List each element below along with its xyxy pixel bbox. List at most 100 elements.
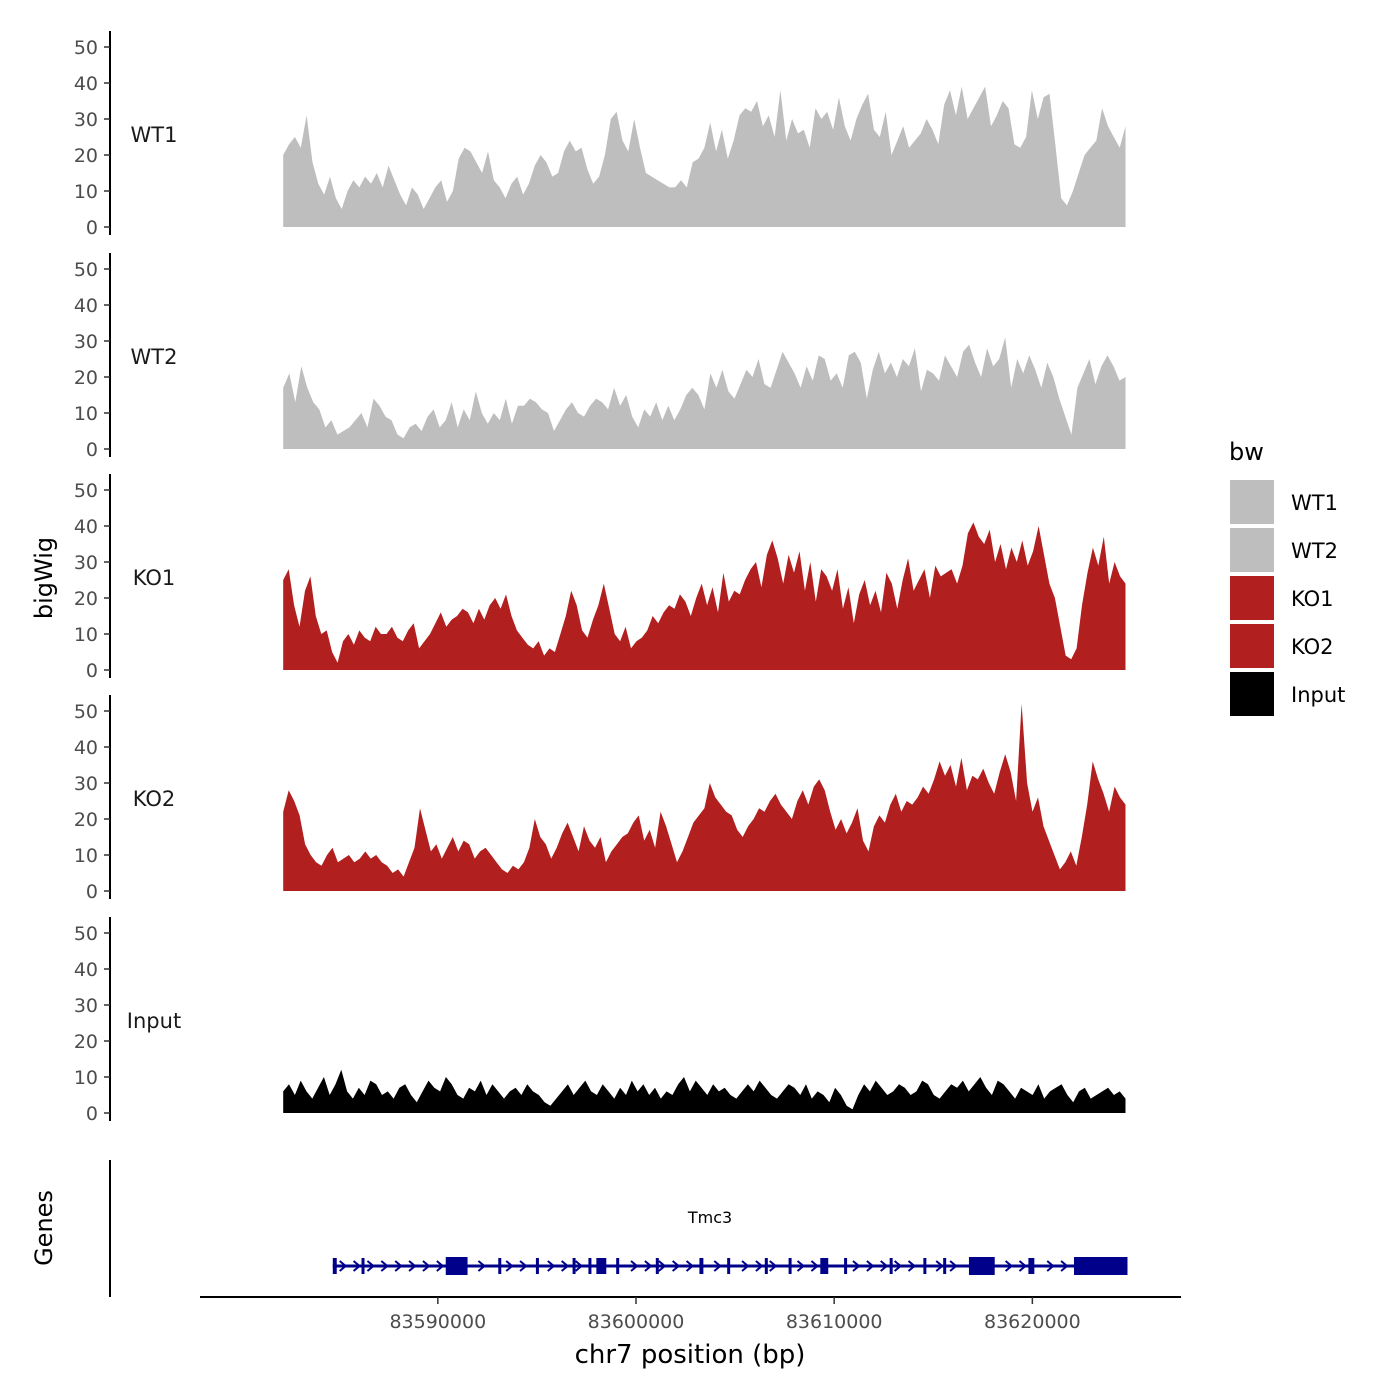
track-ko2: 0 10 20 30 40 50 KO2 bbox=[74, 695, 1126, 903]
strand-arrow-icon bbox=[394, 1260, 403, 1272]
gene-exon-21 bbox=[1028, 1258, 1035, 1274]
gene-model bbox=[332, 1257, 1128, 1275]
legend-key-ko2 bbox=[1230, 624, 1274, 668]
y-tick-label-ko2-30: 30 bbox=[74, 773, 98, 795]
gene-exon-8 bbox=[596, 1258, 607, 1274]
gene-exon-14 bbox=[788, 1258, 792, 1274]
legend-key-wt1 bbox=[1230, 480, 1274, 524]
track-wt1: 0 10 20 30 40 50 WT1 bbox=[74, 31, 1126, 239]
y-tick-label-ko1-0: 0 bbox=[86, 660, 98, 682]
y-tick-label-wt2-0: 0 bbox=[86, 439, 98, 461]
strand-arrow-icon bbox=[893, 1260, 903, 1272]
y-tick-label-wt2-30: 30 bbox=[74, 331, 98, 353]
strand-arrow-icon bbox=[630, 1260, 639, 1272]
gene-exon-22 bbox=[1073, 1257, 1128, 1275]
x-axis-title: chr7 position (bp) bbox=[575, 1340, 806, 1370]
legend-key-ko1 bbox=[1230, 576, 1274, 620]
gene-exon-2 bbox=[361, 1258, 365, 1274]
strand-arrow-icon bbox=[1018, 1260, 1028, 1272]
gene-track-panel: Tmc3 bbox=[109, 1160, 1128, 1297]
legend-label-ko2: KO2 bbox=[1291, 635, 1334, 659]
gene-exon-16 bbox=[844, 1258, 848, 1274]
y-tick-label-ko1-50: 50 bbox=[74, 480, 98, 502]
x-tick-label-83610000: 83610000 bbox=[786, 1311, 883, 1333]
strand-arrow-icon bbox=[769, 1260, 778, 1272]
y-tick-label-wt1-30: 30 bbox=[74, 109, 98, 131]
coverage-area-ko1 bbox=[283, 522, 1126, 670]
y-tick-label-ko1-30: 30 bbox=[74, 552, 98, 574]
gene-exon-3 bbox=[445, 1257, 468, 1275]
x-tick-label-83600000: 83600000 bbox=[588, 1311, 685, 1333]
coverage-area-wt1 bbox=[283, 86, 1126, 227]
track-input: 0 10 20 30 40 50 Input bbox=[74, 917, 1126, 1125]
y-tick-label-ko2-10: 10 bbox=[74, 845, 98, 867]
y-tick-label-wt1-0: 0 bbox=[86, 217, 98, 239]
strand-arrow-icon bbox=[352, 1260, 362, 1272]
strand-arrow-icon bbox=[339, 1260, 348, 1272]
y-tick-label-input-0: 0 bbox=[86, 1103, 98, 1125]
legend-label-wt1: WT1 bbox=[1291, 491, 1338, 515]
y-tick-label-wt2-20: 20 bbox=[74, 367, 98, 389]
strand-arrow-icon bbox=[1046, 1260, 1055, 1272]
gene-exon-5 bbox=[535, 1258, 539, 1274]
y-tick-label-wt1-40: 40 bbox=[74, 73, 98, 95]
coverage-area-wt2 bbox=[283, 337, 1126, 449]
gene-exon-4 bbox=[498, 1258, 502, 1274]
legend-title: bw bbox=[1229, 438, 1264, 466]
strand-arrow-icon bbox=[949, 1260, 958, 1272]
legend-label-ko1: KO1 bbox=[1291, 587, 1334, 611]
strand-arrow-icon bbox=[907, 1260, 917, 1272]
gene-exon-1 bbox=[332, 1258, 337, 1274]
strand-arrow-icon bbox=[380, 1260, 389, 1272]
strand-arrow-icon bbox=[505, 1260, 514, 1272]
track-label-wt2: WT2 bbox=[131, 345, 178, 369]
genes-axis-title: Genes bbox=[30, 1190, 58, 1266]
x-tick-label-83620000: 83620000 bbox=[984, 1311, 1081, 1333]
strand-arrow-icon bbox=[366, 1260, 375, 1272]
gene-name-label: Tmc3 bbox=[687, 1208, 732, 1227]
strand-arrow-icon bbox=[574, 1260, 584, 1272]
y-tick-label-ko1-20: 20 bbox=[74, 588, 98, 610]
strand-arrow-icon bbox=[866, 1260, 875, 1272]
strand-arrow-icon bbox=[796, 1260, 806, 1272]
strand-arrow-icon bbox=[644, 1260, 653, 1272]
y-tick-label-input-40: 40 bbox=[74, 959, 98, 981]
track-label-ko1: KO1 bbox=[133, 566, 176, 590]
x-tick-label-83590000: 83590000 bbox=[389, 1311, 486, 1333]
gene-exon-18 bbox=[923, 1258, 927, 1274]
coverage-area-input bbox=[283, 1069, 1126, 1113]
y-tick-label-input-50: 50 bbox=[74, 923, 98, 945]
y-tick-label-ko1-10: 10 bbox=[74, 624, 98, 646]
y-tick-label-wt1-50: 50 bbox=[74, 37, 98, 59]
strand-arrow-icon bbox=[810, 1260, 819, 1272]
strand-arrow-icon bbox=[1004, 1260, 1014, 1272]
strand-arrow-icon bbox=[935, 1260, 944, 1272]
y-tick-label-input-20: 20 bbox=[74, 1031, 98, 1053]
strand-arrow-icon bbox=[477, 1260, 486, 1272]
track-label-wt1: WT1 bbox=[131, 123, 178, 147]
gene-exon-12 bbox=[727, 1258, 731, 1274]
strand-arrow-icon bbox=[741, 1260, 750, 1272]
y-tick-label-input-10: 10 bbox=[74, 1067, 98, 1089]
y-tick-label-ko2-0: 0 bbox=[86, 881, 98, 903]
coverage-area-ko2 bbox=[283, 703, 1126, 891]
strand-arrow-icon bbox=[547, 1260, 556, 1272]
strand-arrow-icon bbox=[671, 1260, 681, 1272]
legend: bw WT1 WT2 KO1 KO2 Input bbox=[1229, 438, 1345, 716]
x-axis-ticks: 83590000 83600000 83610000 83620000 bbox=[389, 1297, 1081, 1333]
x-axis: 83590000 83600000 83610000 83620000 bbox=[200, 1296, 1181, 1333]
strand-arrow-icon bbox=[519, 1260, 528, 1272]
gene-exon-11 bbox=[699, 1258, 704, 1274]
y-tick-label-wt2-40: 40 bbox=[74, 295, 98, 317]
gene-exon-9 bbox=[616, 1258, 620, 1274]
gene-exon-15 bbox=[820, 1258, 829, 1274]
gene-exon-7 bbox=[588, 1258, 592, 1274]
gene-exon-10 bbox=[655, 1258, 659, 1274]
track-wt2: 0 10 20 30 40 50 WT2 bbox=[74, 253, 1126, 461]
strand-arrow-icon bbox=[713, 1260, 722, 1272]
strand-arrow-icon bbox=[755, 1260, 764, 1272]
strand-arrow-icon bbox=[685, 1260, 695, 1272]
strand-arrow-icon bbox=[561, 1260, 570, 1272]
strand-arrow-icon bbox=[408, 1260, 417, 1272]
